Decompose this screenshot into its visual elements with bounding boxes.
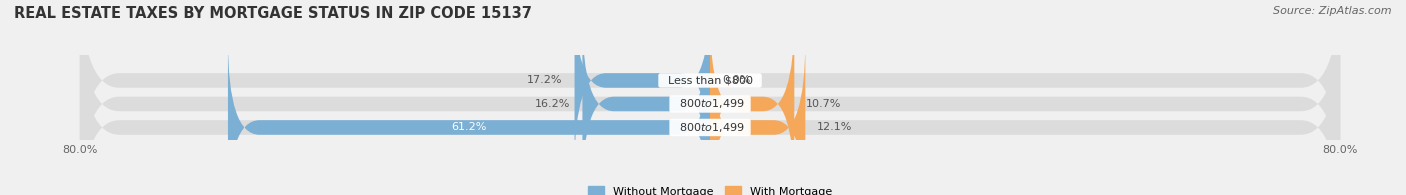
Text: 10.7%: 10.7% xyxy=(806,99,842,109)
Text: Source: ZipAtlas.com: Source: ZipAtlas.com xyxy=(1274,6,1392,16)
Text: 0.0%: 0.0% xyxy=(721,75,749,85)
FancyBboxPatch shape xyxy=(710,17,794,191)
FancyBboxPatch shape xyxy=(582,17,710,191)
FancyBboxPatch shape xyxy=(80,0,1340,191)
FancyBboxPatch shape xyxy=(575,0,710,167)
Text: $800 to $1,499: $800 to $1,499 xyxy=(672,98,748,110)
Text: 16.2%: 16.2% xyxy=(536,99,571,109)
Text: REAL ESTATE TAXES BY MORTGAGE STATUS IN ZIP CODE 15137: REAL ESTATE TAXES BY MORTGAGE STATUS IN … xyxy=(14,6,531,21)
Text: 12.1%: 12.1% xyxy=(817,122,852,132)
FancyBboxPatch shape xyxy=(228,41,710,195)
FancyBboxPatch shape xyxy=(80,0,1340,195)
Text: $800 to $1,499: $800 to $1,499 xyxy=(672,121,748,134)
Text: 17.2%: 17.2% xyxy=(527,75,562,85)
Text: 61.2%: 61.2% xyxy=(451,122,486,132)
FancyBboxPatch shape xyxy=(710,41,806,195)
Text: Less than $800: Less than $800 xyxy=(661,75,759,85)
Legend: Without Mortgage, With Mortgage: Without Mortgage, With Mortgage xyxy=(588,186,832,195)
FancyBboxPatch shape xyxy=(80,17,1340,195)
